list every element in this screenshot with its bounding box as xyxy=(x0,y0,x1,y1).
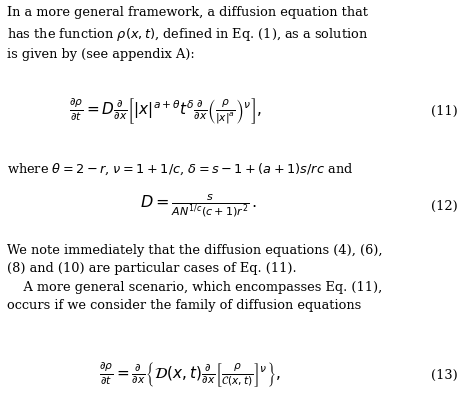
Text: $\frac{\partial\rho}{\partial t} = D\frac{\partial}{\partial x}\left[|x|^{a+\the: $\frac{\partial\rho}{\partial t} = D\fra… xyxy=(70,96,262,126)
Text: (12): (12) xyxy=(431,199,457,213)
Text: (13): (13) xyxy=(431,368,457,382)
Text: $\frac{\partial\rho}{\partial t} = \frac{\partial}{\partial x}\left\{\mathcal{D}: $\frac{\partial\rho}{\partial t} = \frac… xyxy=(99,361,280,389)
Text: where $\theta = 2 - r$, $\nu = 1 + 1/c$, $\delta = s - 1 + (a+1)s/rc$ and: where $\theta = 2 - r$, $\nu = 1 + 1/c$,… xyxy=(7,161,353,177)
Text: $D = \frac{s}{AN^{1/c}(c+1)r^{2}}\,.$: $D = \frac{s}{AN^{1/c}(c+1)r^{2}}\,.$ xyxy=(140,193,258,220)
Text: We note immediately that the diffusion equations (4), (6),
(8) and (10) are part: We note immediately that the diffusion e… xyxy=(7,244,383,312)
Text: (11): (11) xyxy=(431,104,457,118)
Text: In a more general framework, a diffusion equation that
has the function $\rho(x,: In a more general framework, a diffusion… xyxy=(7,6,368,62)
